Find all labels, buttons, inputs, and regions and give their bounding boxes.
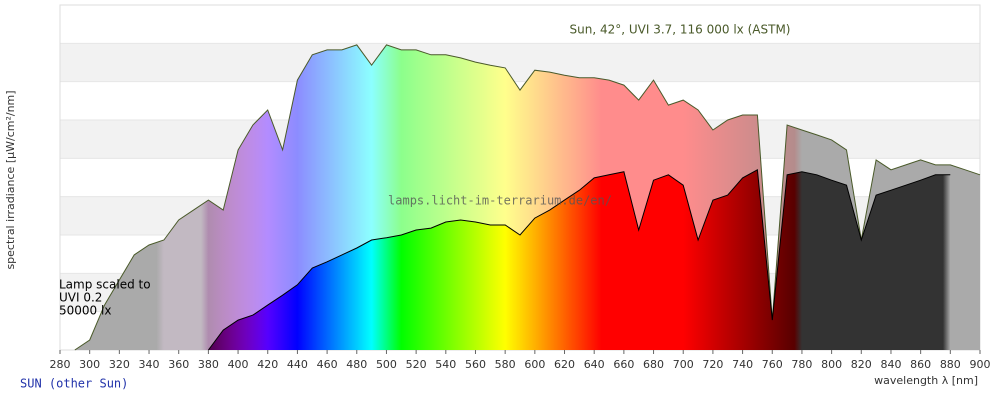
x-tick-label: 440 (287, 358, 308, 371)
x-axis-label: wavelength λ [nm] (874, 374, 978, 387)
x-tick-label: 860 (910, 358, 931, 371)
x-tick-label: 400 (228, 358, 249, 371)
x-tick-label: 300 (79, 358, 100, 371)
x-tick-label: 420 (257, 358, 278, 371)
x-tick-label: 280 (50, 358, 71, 371)
area-fill (208, 169, 951, 350)
lamp-label: UVI 0.2 (59, 291, 102, 305)
x-tick-label: 740 (732, 358, 753, 371)
x-tick-label: 360 (168, 358, 189, 371)
grid-band (60, 43, 980, 82)
x-tick-label: 780 (791, 358, 812, 371)
area-outline (207, 168, 951, 351)
sun-annotation: Sun, 42°, UVI 3.7, 116 000 lx (ASTM) (570, 23, 791, 37)
x-tick-label: 800 (821, 358, 842, 371)
x-tick-label: 840 (880, 358, 901, 371)
x-tick-label: 820 (851, 358, 872, 371)
x-tick-label: 500 (376, 358, 397, 371)
x-tick-label: 680 (643, 358, 664, 371)
y-axis-label: spectral irradiance [µW/cm²/nm] (4, 90, 17, 269)
x-tick-label: 380 (198, 358, 219, 371)
lamp-label: Lamp scaled to (59, 278, 151, 292)
x-tick-label: 540 (435, 358, 456, 371)
x-tick-label: 480 (346, 358, 367, 371)
x-tick-label: 520 (406, 358, 427, 371)
x-tick-label: 660 (613, 358, 634, 371)
area-outline (74, 44, 981, 351)
x-tick-label: 700 (673, 358, 694, 371)
x-tick-label: 720 (702, 358, 723, 371)
x-tick-label: 620 (554, 358, 575, 371)
x-tick-label: 340 (139, 358, 160, 371)
lamp-label: 50000 lx (59, 304, 111, 318)
x-tick-label: 560 (465, 358, 486, 371)
x-tick-label: 460 (317, 358, 338, 371)
x-tick-label: 600 (524, 358, 545, 371)
x-tick-label: 880 (940, 358, 961, 371)
x-tick-label: 580 (495, 358, 516, 371)
sun-link[interactable]: SUN (other Sun) (20, 377, 128, 391)
x-tick-label: 640 (584, 358, 605, 371)
x-tick-label: 760 (762, 358, 783, 371)
watermark: lamps.licht-im-terrarium.de/en/ (388, 194, 612, 208)
x-tick-label: 900 (970, 358, 991, 371)
x-tick-label: 320 (109, 358, 130, 371)
